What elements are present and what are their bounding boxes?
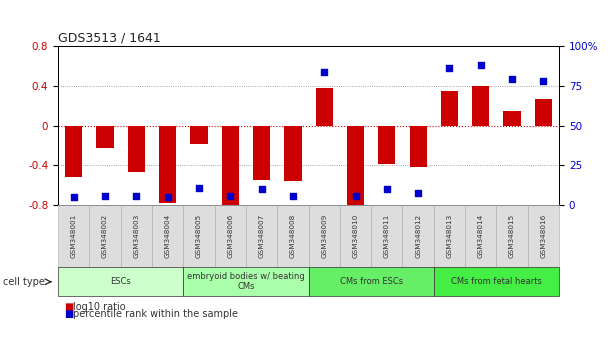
Point [476,62,486,68]
Point [288,193,298,199]
Text: GSM348014: GSM348014 [478,214,484,258]
Point [445,65,455,71]
Text: GSM348011: GSM348011 [384,214,390,258]
Text: log10 ratio: log10 ratio [73,302,126,312]
Bar [284,126,301,181]
Text: GSM348009: GSM348009 [321,214,327,258]
FancyBboxPatch shape [371,205,403,267]
FancyBboxPatch shape [58,205,89,267]
Text: GDS3513 / 1641: GDS3513 / 1641 [58,32,161,45]
FancyBboxPatch shape [58,267,183,296]
Bar [347,126,364,207]
FancyBboxPatch shape [277,205,309,267]
FancyBboxPatch shape [309,267,434,296]
Text: GSM348012: GSM348012 [415,214,421,258]
Text: CMs from ESCs: CMs from ESCs [340,277,403,286]
Bar [409,126,426,167]
Text: GSM348007: GSM348007 [258,214,265,258]
Text: GSM348013: GSM348013 [447,214,453,258]
Bar [97,126,114,148]
FancyBboxPatch shape [183,267,309,296]
Text: percentile rank within the sample: percentile rank within the sample [73,309,238,319]
FancyBboxPatch shape [246,205,277,267]
Bar [159,126,176,203]
Bar [441,91,458,126]
Bar [535,99,552,126]
Text: GSM348006: GSM348006 [227,214,233,258]
FancyBboxPatch shape [496,205,528,267]
Text: ■: ■ [64,309,73,319]
Point [257,187,266,192]
Point [225,193,235,199]
Text: cell type: cell type [3,277,45,287]
Text: GSM348015: GSM348015 [509,214,515,258]
Bar [378,126,395,164]
Bar [503,111,521,126]
FancyBboxPatch shape [152,205,183,267]
FancyBboxPatch shape [309,205,340,267]
Text: GSM348016: GSM348016 [540,214,546,258]
Point [320,69,329,74]
FancyBboxPatch shape [434,205,465,267]
FancyBboxPatch shape [528,205,559,267]
FancyBboxPatch shape [183,205,214,267]
Point [382,187,392,192]
Bar [253,126,270,181]
Text: ESCs: ESCs [111,277,131,286]
FancyBboxPatch shape [89,205,121,267]
Text: GSM348002: GSM348002 [102,214,108,258]
Bar [316,88,333,126]
Bar [472,86,489,126]
Bar [222,126,239,205]
Point [351,193,360,199]
Bar [128,126,145,172]
Text: CMs from fetal hearts: CMs from fetal hearts [451,277,542,286]
Text: GSM348001: GSM348001 [71,214,77,258]
FancyBboxPatch shape [214,205,246,267]
Text: GSM348003: GSM348003 [133,214,139,258]
Text: embryoid bodies w/ beating
CMs: embryoid bodies w/ beating CMs [187,272,305,291]
Point [507,76,517,82]
Text: GSM348004: GSM348004 [164,214,170,258]
FancyBboxPatch shape [403,205,434,267]
Text: ■: ■ [64,302,73,312]
FancyBboxPatch shape [465,205,496,267]
FancyBboxPatch shape [121,205,152,267]
Text: GSM348005: GSM348005 [196,214,202,258]
Point [163,195,172,200]
FancyBboxPatch shape [340,205,371,267]
Point [538,78,548,84]
Point [194,185,204,190]
FancyBboxPatch shape [434,267,559,296]
Point [69,195,79,200]
Bar [191,126,208,144]
Bar [65,126,82,177]
Point [131,193,141,199]
Point [413,190,423,195]
Text: GSM348008: GSM348008 [290,214,296,258]
Text: GSM348010: GSM348010 [353,214,359,258]
Point [100,193,110,199]
